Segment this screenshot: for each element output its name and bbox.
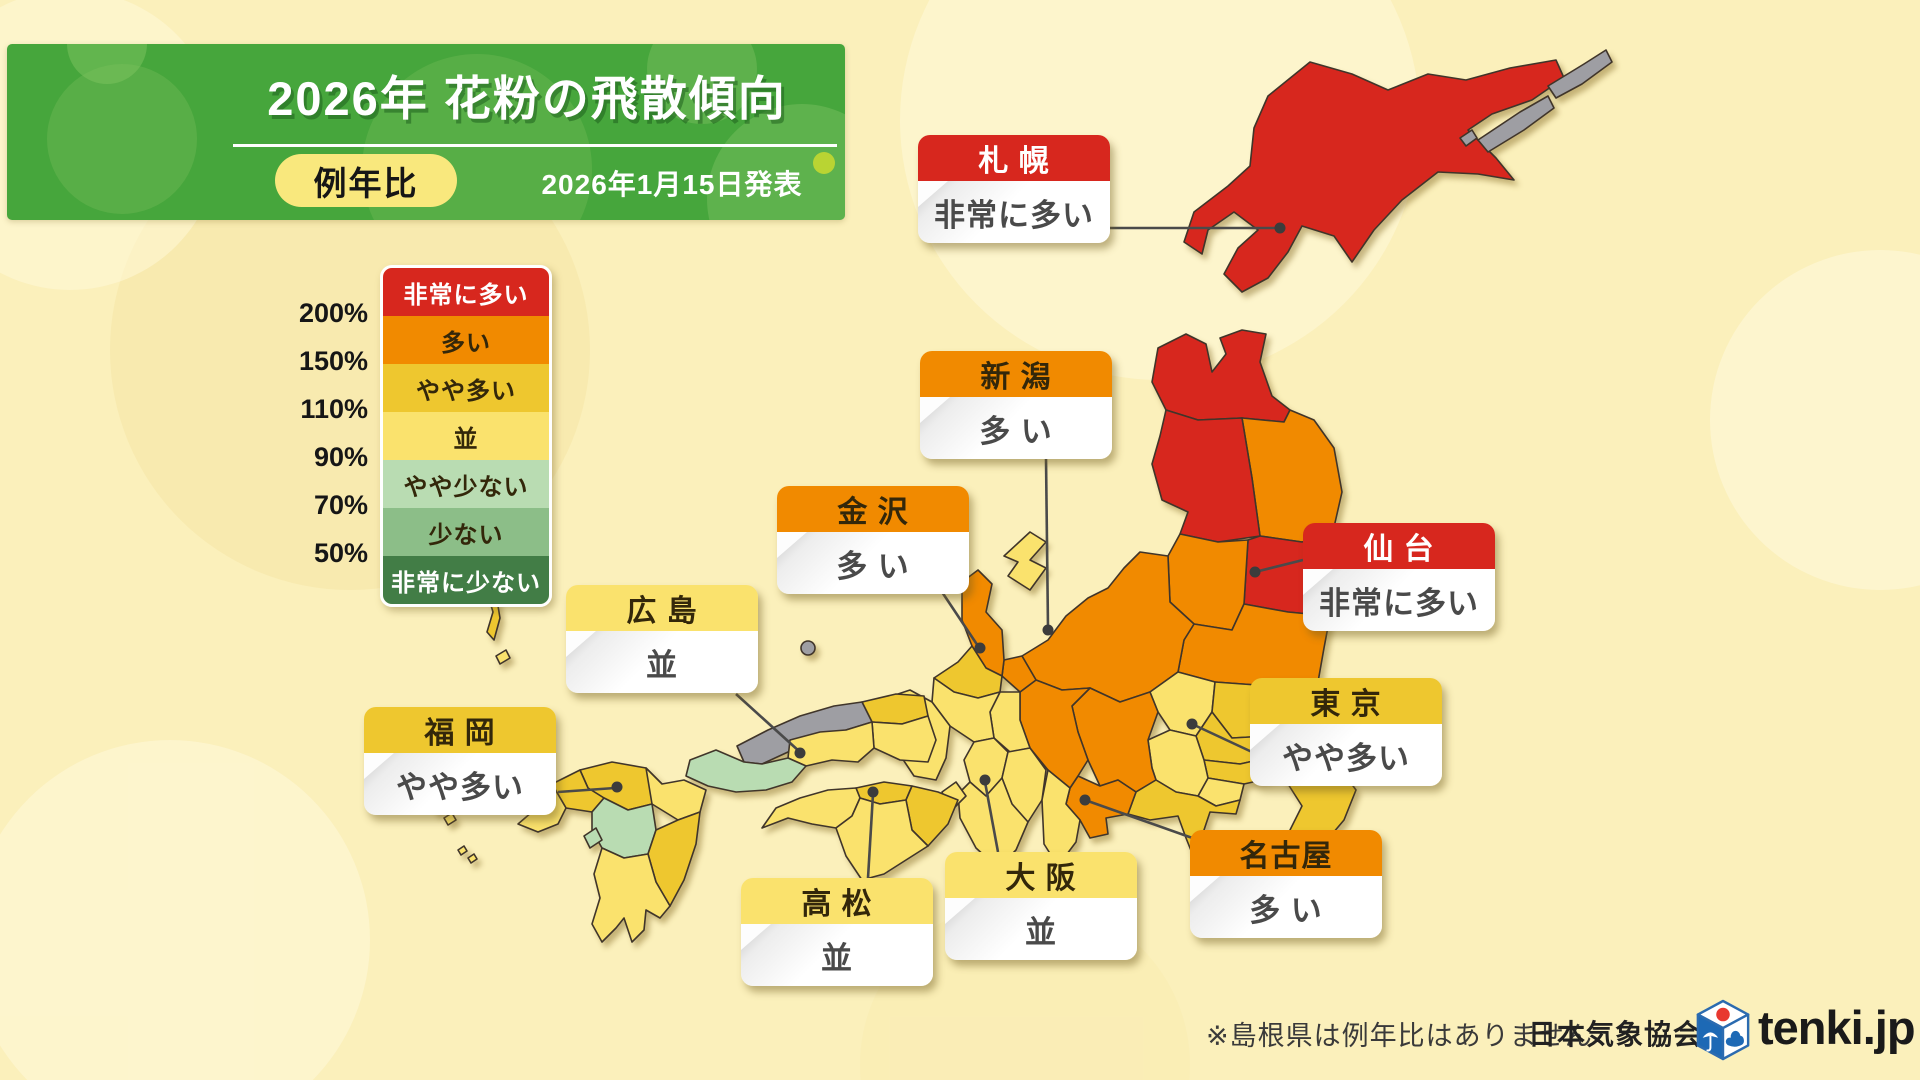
pref-akita [1151,409,1261,543]
org-name: 日本気象協会 [1528,1019,1703,1050]
callout-tokyo: 東 京 やや多い [1250,678,1442,786]
legend-row: やや少ない [383,460,549,508]
island-no-data [1547,49,1613,99]
callout-kanazawa: 金 沢 多 い [777,486,969,594]
pref-kagoshima [591,847,671,943]
legend-threshold: 90% [313,442,368,472]
callout-sendai: 仙 台 非常に多い [1303,523,1495,631]
callout-city-value: 並 [945,898,1137,960]
callout-osaka: 大 阪 並 [945,852,1137,960]
tenki-brand-text: tenki.jp [1758,1001,1916,1054]
title-underline [233,144,837,147]
callout-takamatsu: 高 松 並 [741,878,933,986]
legend-row: やや多い [383,364,549,412]
callout-city-value: 多 い [1190,876,1382,938]
banner-circle [47,64,197,214]
legend-row: 並 [383,412,549,460]
pref-nagano [1071,687,1159,793]
island-iki [495,649,511,665]
legend-threshold: 110% [300,394,368,424]
callout-city-value: 並 [741,924,933,986]
header-banner: 2026年 花粉の飛散傾向 例年比 2026年1月15日発表 [7,44,845,220]
callout-city-name: 東 京 [1250,678,1442,724]
island-sado [1003,531,1047,591]
callout-city-value: 並 [566,631,758,693]
callout-connectors [557,222,1304,879]
callout-city-name: 高 松 [741,878,933,924]
legend-threshold: 50% [313,538,368,568]
legend: 非常に多い 多い やや多い 並 やや少ない 少ない 非常に少ない [380,265,552,607]
pref-kochi [835,797,929,881]
callout-city-value: 非常に多い [918,181,1110,243]
callout-city-name: 広 島 [566,585,758,631]
comparison-badge: 例年比 [275,154,457,207]
island-no-data [1459,129,1478,147]
callout-city-value: やや多い [364,753,556,815]
pref-aomori [1151,329,1291,423]
callout-hiroshima: 広 島 並 [566,585,758,693]
callout-nagoya: 名古屋 多 い [1190,830,1382,938]
pref-mie [1041,769,1081,867]
island-no-data [1477,95,1555,153]
pref-hokkaido [1183,59,1565,293]
callout-city-name: 大 阪 [945,852,1137,898]
callout-city-name: 仙 台 [1303,523,1495,569]
island-small [467,853,478,864]
legend-row: 多い [383,316,549,364]
callout-city-value: 非常に多い [1303,569,1495,631]
callout-city-value: 多 い [777,532,969,594]
callout-city-name: 名古屋 [1190,830,1382,876]
tenki-logo-icon [1696,999,1750,1061]
island-amakusa [583,827,603,849]
callout-city-value: やや多い [1250,724,1442,786]
announce-date: 2026年1月15日発表 [541,169,803,200]
legend-threshold: 200% [298,298,368,328]
callout-city-name: 金 沢 [777,486,969,532]
pref-okayama [871,715,937,763]
umbrella-glyph [1702,1032,1719,1038]
pref-oita [645,767,707,821]
callout-niigata: 新 潟 多 い [920,351,1112,459]
callout-fukuoka: 福 岡 やや多い [364,707,556,815]
footnote-shimane: ※島根県は例年比はありません [1206,1021,1593,1051]
legend-row: 少ない [383,508,549,556]
pref-ishikawa [961,569,1005,677]
pref-yamaguchi [685,749,807,793]
legend-row: 非常に多い [383,268,549,316]
legend-threshold: 150% [298,346,368,376]
legend-threshold: 70% [313,490,368,520]
island-oki-no-data [800,640,816,656]
legend-row: 非常に少ない [383,556,549,604]
cloud-glyph [1725,1030,1744,1047]
callout-sapporo: 札 幌 非常に多い [918,135,1110,243]
page-title: 2026年 花粉の飛散傾向 [267,72,787,125]
island-small [457,845,468,856]
callout-city-value: 多 い [920,397,1112,459]
callout-city-name: 新 潟 [920,351,1112,397]
callout-city-name: 福 岡 [364,707,556,753]
banner-circle [813,152,835,174]
callout-city-name: 札 幌 [918,135,1110,181]
